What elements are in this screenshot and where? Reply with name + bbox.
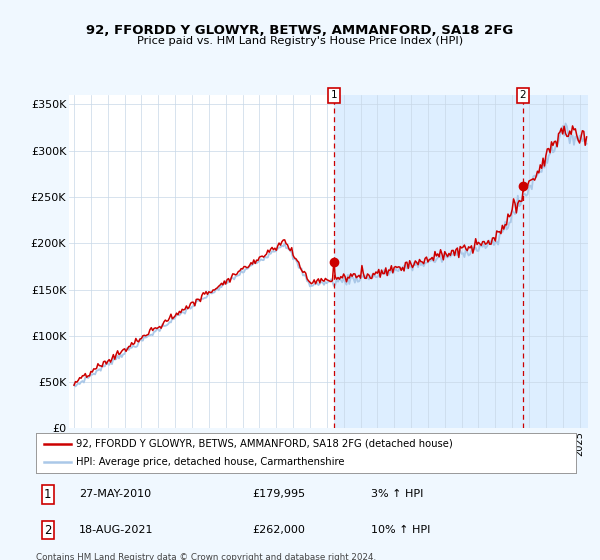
Text: 3% ↑ HPI: 3% ↑ HPI — [371, 489, 423, 500]
Text: Contains HM Land Registry data © Crown copyright and database right 2024.
This d: Contains HM Land Registry data © Crown c… — [36, 553, 376, 560]
Text: Price paid vs. HM Land Registry's House Price Index (HPI): Price paid vs. HM Land Registry's House … — [137, 36, 463, 46]
Text: 27-MAY-2010: 27-MAY-2010 — [79, 489, 151, 500]
Text: 18-AUG-2021: 18-AUG-2021 — [79, 525, 154, 535]
Text: 2: 2 — [44, 524, 52, 537]
Text: 1: 1 — [44, 488, 52, 501]
Bar — [334, 95, 600, 428]
Text: £179,995: £179,995 — [252, 489, 305, 500]
Text: 2: 2 — [520, 90, 526, 100]
Text: 1: 1 — [331, 90, 337, 100]
Text: 92, FFORDD Y GLOWYR, BETWS, AMMANFORD, SA18 2FG (detached house): 92, FFORDD Y GLOWYR, BETWS, AMMANFORD, S… — [77, 439, 453, 449]
Text: 10% ↑ HPI: 10% ↑ HPI — [371, 525, 430, 535]
Text: £262,000: £262,000 — [252, 525, 305, 535]
Text: 92, FFORDD Y GLOWYR, BETWS, AMMANFORD, SA18 2FG: 92, FFORDD Y GLOWYR, BETWS, AMMANFORD, S… — [86, 24, 514, 36]
Text: HPI: Average price, detached house, Carmarthenshire: HPI: Average price, detached house, Carm… — [77, 458, 345, 467]
